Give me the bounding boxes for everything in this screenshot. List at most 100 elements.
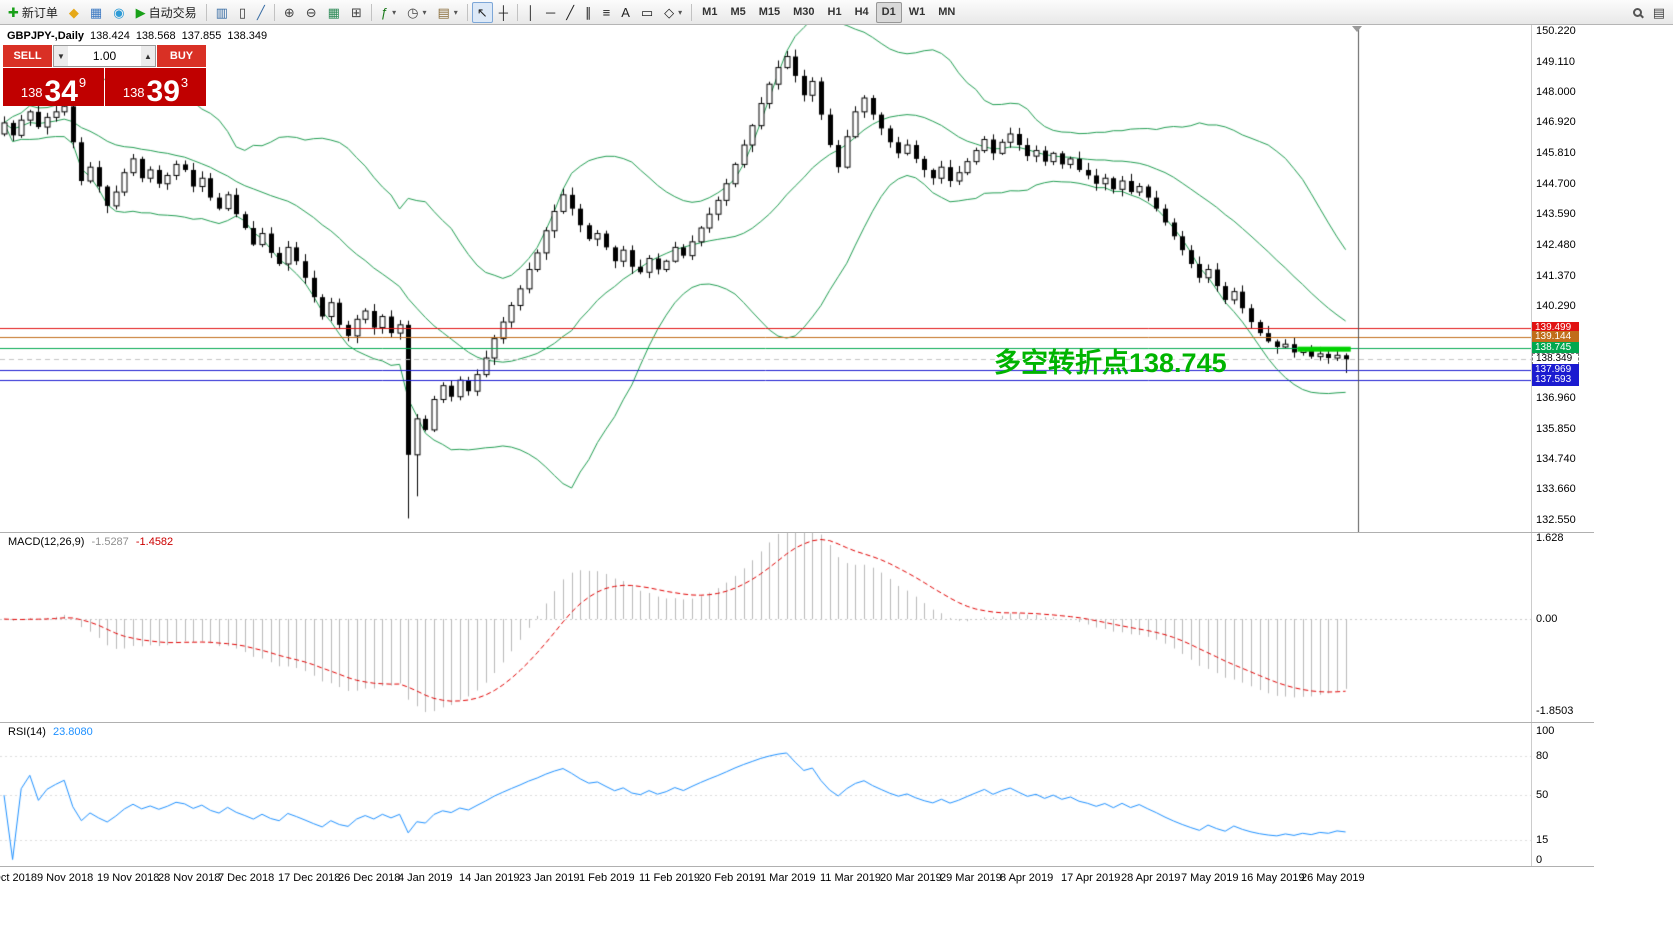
pane-separator[interactable] [0, 722, 1594, 723]
rsi-chart-canvas[interactable] [0, 723, 1531, 866]
autotrading-button[interactable]: ▶ 自动交易 [131, 2, 202, 23]
news-button[interactable]: ◉ [108, 2, 129, 23]
open-value: 138.424 [90, 30, 130, 42]
volume-increase-button[interactable]: ▲ [141, 46, 155, 66]
shapes-icon: ◇ [664, 4, 675, 20]
ohlc-bars-button[interactable]: ▥ [211, 2, 233, 23]
templates-button[interactable]: ▤ ▾ [432, 2, 462, 23]
indicators-button[interactable]: ƒ ▾ [376, 2, 401, 23]
price-axis-label: 134.740 [1536, 453, 1576, 465]
time-axis-label: 26 May 2019 [1301, 872, 1365, 884]
price-line-tag[interactable]: 138.745 [1532, 342, 1579, 354]
price-axis-label: 149.110 [1536, 56, 1575, 68]
timeframe-w1[interactable]: W1 [903, 2, 932, 23]
timeframe-h4[interactable]: H4 [849, 2, 875, 23]
rsi-axis-label: 15 [1536, 834, 1549, 846]
shapes-button[interactable]: ◇ ▾ [659, 2, 687, 23]
macd-chart-canvas[interactable] [0, 533, 1531, 722]
macd-axis-label: 1.628 [1536, 532, 1564, 544]
timeframe-mn[interactable]: MN [932, 2, 961, 23]
rsi-axis-label: 50 [1536, 789, 1549, 801]
price-line-tag[interactable]: 137.969 [1532, 364, 1579, 376]
time-axis-label: 1 Mar 2019 [760, 872, 816, 884]
time-axis-label: 1 Feb 2019 [579, 872, 635, 884]
toolbar: ✚ 新订单 ◆ ▦ ◉ ▶ 自动交易 ▥ ▯ ╱ ⊕ ⊖ ▦ ⊞ ƒ ▾ ◷ ▾ ▤ ▾ ↖ ┼ │ ─ ╱ ∥ ≡ A ▭ ◇ ▾ M1 M5… [0, 0, 1673, 25]
channel-icon: ∥ [585, 4, 592, 20]
candlestick-icon: ▯ [238, 4, 247, 20]
buy-button[interactable]: BUY [157, 45, 206, 67]
zoom-in-icon: ⊕ [283, 4, 295, 20]
ask-big-digits: 39 [146, 74, 180, 108]
buy-price-button[interactable]: 138 39 3 [105, 68, 206, 106]
macd-main-value: -1.5287 [91, 536, 129, 548]
text-button[interactable]: A [616, 2, 635, 23]
label-button[interactable]: ▭ [636, 2, 658, 23]
search-button[interactable] [1628, 2, 1647, 23]
data-window-button[interactable]: ▤ [1648, 2, 1670, 23]
timeframe-d1[interactable]: D1 [875, 1, 902, 23]
mql5-market-button[interactable]: ◆ [64, 2, 84, 23]
time-axis-label: 20 Feb 2019 [699, 872, 761, 884]
timeframe-mn-label: MN [938, 6, 956, 18]
timeframe-m15[interactable]: M15 [753, 2, 786, 23]
rsi-axis-label: 100 [1536, 725, 1555, 737]
macd-name: MACD(12,26,9) [8, 536, 85, 548]
channel-button[interactable]: ∥ [580, 2, 597, 23]
chart-shift-marker-icon[interactable] [1352, 26, 1362, 32]
timeframe-h4-label: H4 [854, 6, 869, 18]
cursor-button[interactable]: ↖ [471, 1, 493, 23]
horizontal-line-button[interactable]: ─ [541, 2, 560, 23]
periods-button[interactable]: ◷ ▾ [402, 2, 431, 23]
timeframe-m5[interactable]: M5 [724, 2, 751, 23]
price-axis-label: 132.550 [1536, 514, 1576, 526]
market-watch-button[interactable]: ▦ [85, 2, 107, 23]
sell-price-button[interactable]: 138 34 9 [3, 68, 104, 106]
candlestick-button[interactable]: ▯ [234, 2, 251, 23]
rsi-indicator-label: RSI(14) 23.8080 [8, 726, 93, 738]
price-axis-label: 146.920 [1536, 116, 1576, 128]
zoom-out-button[interactable]: ⊖ [301, 2, 322, 23]
cascade-windows-button[interactable]: ⊞ [346, 2, 367, 23]
bid-big-digits: 34 [44, 74, 78, 108]
trendline-button[interactable]: ╱ [561, 2, 579, 23]
timeframe-m30[interactable]: M30 [787, 2, 820, 23]
timeframe-h1-label: H1 [827, 6, 842, 18]
clock-icon: ◷ [407, 4, 419, 20]
time-axis-label: 11 Feb 2019 [639, 872, 700, 884]
fibonacci-button[interactable]: ≡ [598, 2, 616, 23]
toolbar-separator [370, 3, 372, 21]
volume-decrease-button[interactable]: ▼ [54, 46, 68, 66]
time-axis-label: 14 Jan 2019 [459, 872, 520, 884]
ohlc-bars-icon: ▥ [215, 4, 228, 20]
label-icon: ▭ [640, 4, 654, 20]
sell-button[interactable]: SELL [3, 45, 52, 67]
high-value: 138.568 [135, 30, 176, 42]
toolbar-separator [466, 3, 468, 21]
crosshair-button[interactable]: ┼ [494, 2, 513, 23]
line-chart-icon: ╱ [257, 4, 265, 20]
price-line-tag[interactable]: 137.593 [1532, 374, 1579, 386]
volume-input[interactable]: 1.00 [92, 49, 117, 63]
time-axis-label: 16 May 2019 [1241, 872, 1305, 884]
bid-pipette-digit: 9 [78, 75, 87, 90]
trade-panel-price-row: 138 34 9 138 39 3 [3, 68, 206, 106]
timeframe-m1[interactable]: M1 [696, 2, 723, 23]
line-chart-button[interactable]: ╱ [252, 2, 270, 23]
timeframe-m30-label: M30 [793, 6, 815, 18]
time-axis-label: 17 Dec 2018 [278, 872, 341, 884]
zoom-in-button[interactable]: ⊕ [279, 2, 300, 23]
pane-separator[interactable] [0, 532, 1594, 533]
time-axis-label: 20 Mar 2019 [880, 872, 942, 884]
price-chart-canvas[interactable] [0, 25, 1531, 532]
new-order-button[interactable]: ✚ 新订单 [3, 2, 63, 23]
timeframe-h1[interactable]: H1 [822, 2, 848, 23]
dropdown-arrow-icon: ▾ [678, 7, 683, 17]
vertical-line-icon: │ [526, 4, 536, 20]
dropdown-arrow-icon: ▾ [392, 7, 397, 17]
chart-header: GBPJPY-,Daily 138.424 138.568 137.855 13… [7, 30, 267, 42]
ask-pipette-digit: 3 [180, 75, 189, 90]
tile-windows-button[interactable]: ▦ [323, 2, 345, 23]
vertical-line-button[interactable]: │ [522, 2, 540, 23]
trendline-icon: ╱ [566, 4, 575, 20]
price-line-tag[interactable]: 139.144 [1532, 331, 1579, 343]
